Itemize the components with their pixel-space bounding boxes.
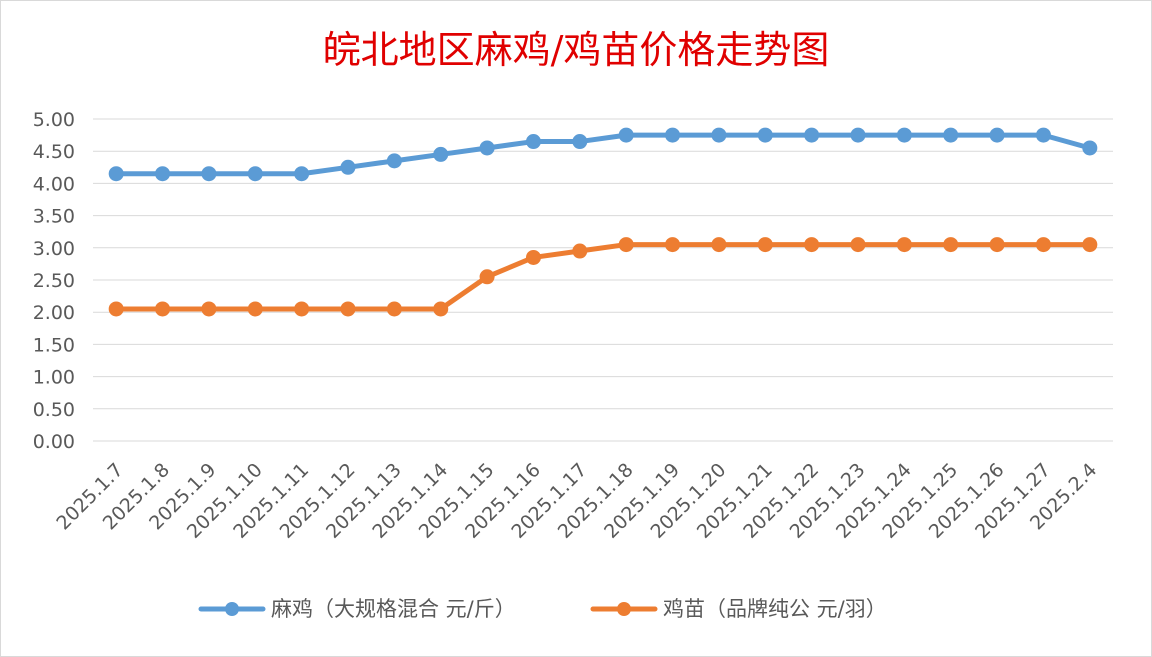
series-line-jimiao — [113, 242, 1093, 312]
series-line-maji — [113, 132, 1093, 177]
data-point-maji[interactable] — [989, 127, 1005, 143]
data-point-jimiao[interactable] — [896, 237, 912, 253]
y-tick-label: 3.00 — [33, 238, 75, 260]
data-point-maji[interactable] — [804, 127, 820, 143]
data-point-maji[interactable] — [294, 166, 310, 182]
y-tick-label: 0.50 — [33, 399, 75, 421]
y-axis-ticks: 0.00 0.50 1.00 1.50 2.00 2.50 3.00 3.50 4.00 4.50… — [33, 109, 75, 453]
data-point-maji[interactable] — [665, 127, 681, 143]
data-point-jimiao[interactable] — [340, 301, 356, 317]
data-point-jimiao[interactable] — [386, 301, 402, 317]
data-point-maji[interactable] — [201, 166, 217, 182]
data-point-maji[interactable] — [340, 159, 356, 175]
data-point-maji[interactable] — [386, 153, 402, 169]
y-tick-label: 2.50 — [33, 270, 75, 292]
y-tick-label: 4.00 — [33, 173, 75, 195]
data-point-jimiao[interactable] — [201, 301, 217, 317]
data-point-jimiao[interactable] — [850, 237, 866, 253]
legend-item-jimiao[interactable]: 鸡苗（品牌纯公 元/羽） — [590, 597, 887, 621]
y-tick-label: 3.50 — [33, 206, 75, 228]
legend-swatch-jimiao-marker — [617, 602, 631, 616]
data-point-jimiao[interactable] — [804, 237, 820, 253]
data-point-jimiao[interactable] — [572, 243, 588, 259]
data-point-jimiao[interactable] — [989, 237, 1005, 253]
data-point-maji[interactable] — [943, 127, 959, 143]
x-axis-ticks: 2025.1.72025.1.82025.1.92025.1.102025.1.… — [52, 459, 1101, 543]
data-point-maji[interactable] — [525, 134, 541, 150]
y-tick-label: 4.50 — [33, 141, 75, 163]
data-point-jimiao[interactable] — [665, 237, 681, 253]
data-point-maji[interactable] — [108, 166, 124, 182]
data-point-jimiao[interactable] — [155, 301, 171, 317]
data-point-jimiao[interactable] — [711, 237, 727, 253]
data-point-maji[interactable] — [618, 127, 634, 143]
legend[interactable]: 麻鸡（大规格混合 元/斤） 鸡苗（品牌纯公 元/羽） — [198, 597, 887, 621]
gridlines — [93, 118, 1113, 442]
legend-swatch-maji-marker — [225, 602, 239, 616]
legend-label-maji: 麻鸡（大规格混合 元/斤） — [271, 597, 516, 621]
data-point-jimiao[interactable] — [943, 237, 959, 253]
data-point-maji[interactable] — [247, 166, 263, 182]
data-point-jimiao[interactable] — [479, 269, 495, 285]
series-lines — [108, 127, 1098, 317]
data-point-jimiao[interactable] — [108, 301, 124, 317]
data-point-jimiao[interactable] — [1082, 237, 1098, 253]
legend-label-jimiao: 鸡苗（品牌纯公 元/羽） — [663, 597, 887, 621]
data-point-jimiao[interactable] — [247, 301, 263, 317]
y-tick-label: 1.50 — [33, 334, 75, 356]
data-point-jimiao[interactable] — [433, 301, 449, 317]
data-point-maji[interactable] — [1035, 127, 1051, 143]
data-point-maji[interactable] — [155, 166, 171, 182]
y-tick-label: 0.00 — [33, 431, 75, 453]
data-point-maji[interactable] — [433, 146, 449, 162]
data-point-jimiao[interactable] — [525, 249, 541, 265]
data-point-maji[interactable] — [896, 127, 912, 143]
y-tick-label: 5.00 — [33, 109, 75, 131]
data-point-jimiao[interactable] — [1035, 237, 1051, 253]
y-tick-label: 2.00 — [33, 302, 75, 324]
data-point-jimiao[interactable] — [757, 237, 773, 253]
data-point-jimiao[interactable] — [294, 301, 310, 317]
data-point-maji[interactable] — [1082, 140, 1098, 156]
chart-title: 皖北地区麻鸡/鸡苗价格走势图 — [323, 28, 830, 72]
data-point-jimiao[interactable] — [618, 237, 634, 253]
legend-item-maji[interactable]: 麻鸡（大规格混合 元/斤） — [198, 597, 516, 621]
data-point-maji[interactable] — [479, 140, 495, 156]
data-point-maji[interactable] — [757, 127, 773, 143]
data-point-maji[interactable] — [572, 134, 588, 150]
data-point-maji[interactable] — [850, 127, 866, 143]
data-point-maji[interactable] — [711, 127, 727, 143]
y-tick-label: 1.00 — [33, 367, 75, 389]
